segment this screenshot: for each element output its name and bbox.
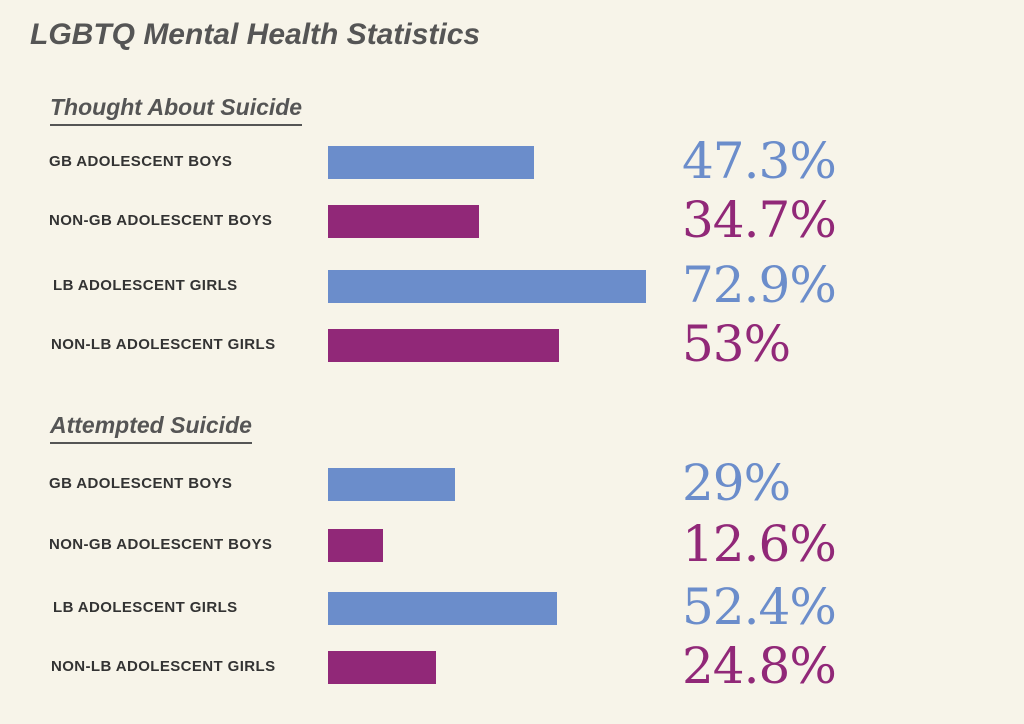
value-label: 24.8% — [682, 637, 837, 695]
bar — [328, 591, 557, 625]
bar — [328, 328, 559, 362]
value-label: 47.3% — [682, 132, 837, 190]
category-label: LB ADOLESCENT GIRLS — [53, 599, 238, 616]
section-title: Thought About Suicide — [50, 94, 303, 126]
category-label: NON-LB ADOLESCENT GIRLS — [51, 658, 276, 675]
category-label: LB ADOLESCENT GIRLS — [53, 277, 238, 294]
value-label: 12.6% — [682, 515, 837, 573]
value-label: 53% — [682, 315, 791, 373]
category-label: NON-LB ADOLESCENT GIRLS — [51, 336, 276, 353]
value-label: 29% — [682, 454, 791, 512]
bar — [328, 204, 479, 238]
category-label: NON-GB ADOLESCENT BOYS — [49, 212, 273, 229]
value-label: 72.9% — [682, 256, 837, 314]
category-label: NON-GB ADOLESCENT BOYS — [49, 536, 273, 553]
bar — [328, 650, 436, 684]
category-label: GB ADOLESCENT BOYS — [49, 475, 233, 492]
bar — [328, 467, 455, 501]
category-label: GB ADOLESCENT BOYS — [49, 153, 233, 170]
value-label: 52.4% — [682, 578, 837, 636]
value-label: 34.7% — [682, 191, 837, 249]
bar — [328, 528, 383, 562]
section-title: Attempted Suicide — [50, 412, 252, 444]
chart-title: LGBTQ Mental Health Statistics — [30, 18, 481, 51]
bar — [328, 269, 646, 303]
bar — [328, 145, 534, 179]
